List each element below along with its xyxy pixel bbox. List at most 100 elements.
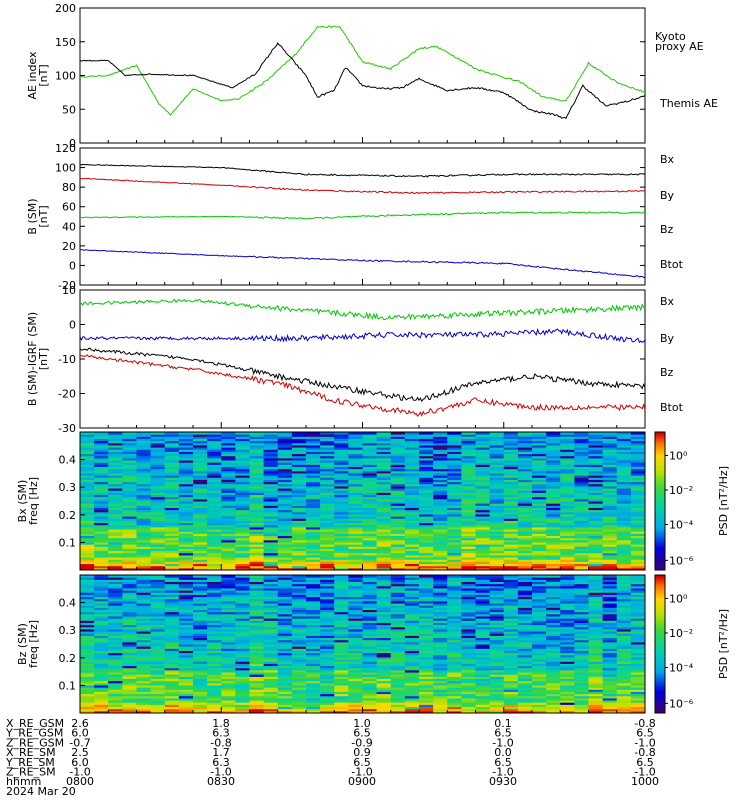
spectrogram-cell <box>334 520 349 524</box>
spectrogram-cell <box>291 637 307 641</box>
spectrogram-cell <box>291 455 307 459</box>
spectrogram-cell <box>574 537 590 541</box>
spectrogram-cell <box>136 516 152 519</box>
spectrogram-cell <box>178 559 194 562</box>
spectrogram-cell <box>503 466 519 470</box>
spectrogram-cell <box>475 644 491 647</box>
spectrogram-cell <box>291 451 307 455</box>
spectrogram-cell <box>207 693 222 697</box>
spectrogram-cell <box>150 481 166 485</box>
spectrogram-cell <box>235 533 251 536</box>
spectrogram-cell <box>263 669 279 673</box>
spectrogram-cell <box>461 440 477 444</box>
spectrogram-cell <box>546 455 561 459</box>
spectrogram-cell <box>503 607 519 610</box>
spectrogram-cell <box>221 447 236 450</box>
spectrogram-cell <box>334 567 349 571</box>
spectrogram-cell <box>207 637 222 641</box>
spectrogram-cell <box>390 438 406 442</box>
spectrogram-cell <box>306 432 321 435</box>
spectrogram-cell <box>348 667 364 671</box>
spectrogram-cell <box>80 680 95 684</box>
spectrogram-cell <box>136 607 152 610</box>
spectrogram-cell <box>150 581 166 585</box>
spectrogram-cell <box>630 449 646 452</box>
spectrogram-cell <box>150 633 166 636</box>
spectrogram-cell <box>376 554 392 558</box>
spectrogram-cell <box>334 490 349 493</box>
spectrogram-cell <box>588 533 604 536</box>
spectrogram-cell <box>122 494 138 498</box>
spectrogram-cell <box>277 644 293 647</box>
spectrogram-cell <box>178 680 194 684</box>
spectrogram-cell <box>150 451 166 455</box>
spectrogram-cell <box>532 468 547 472</box>
spectrogram-cell <box>291 483 307 487</box>
spectrogram-cell <box>320 444 335 448</box>
spectrogram-cell <box>306 598 321 602</box>
spectrogram-cell <box>249 509 265 513</box>
spectrogram-cell <box>306 550 321 554</box>
spectrogram-cell <box>362 561 378 565</box>
spectrogram-cell <box>447 513 462 517</box>
spectrogram-cell <box>334 667 349 671</box>
spectrogram-cell <box>150 501 166 504</box>
spectrogram-cell <box>249 691 265 695</box>
colorbar-cell <box>655 503 665 507</box>
spectrogram-cell <box>461 609 477 613</box>
spectrogram-cell <box>602 535 618 539</box>
spectrogram-cell <box>150 639 166 643</box>
spectrogram-cell <box>164 535 180 539</box>
spectrogram-cell <box>475 635 491 639</box>
spectrogram-cell <box>178 665 194 669</box>
spectrogram-cell <box>404 520 420 524</box>
spectrogram-cell <box>306 700 321 703</box>
spectrogram-cell <box>136 626 152 630</box>
spectrogram-cell <box>447 464 462 467</box>
spectrogram-cell <box>602 565 618 569</box>
spectrogram-cell <box>164 656 180 660</box>
spectrogram-cell <box>277 637 293 641</box>
spectrogram-cell <box>489 485 505 489</box>
spectrogram-cell <box>532 533 547 536</box>
spectrogram-cell <box>489 468 505 472</box>
spectrogram-cell <box>221 464 236 467</box>
spectrogram-cell <box>249 490 265 493</box>
spectrogram-cell <box>517 603 533 606</box>
spectrogram-cell <box>532 600 547 604</box>
spectrogram-cell <box>404 689 420 692</box>
spectrogram-cell <box>122 464 138 467</box>
spectrogram-cell <box>348 710 364 714</box>
spectrogram-cell <box>419 678 434 682</box>
spectrogram-cell <box>136 659 152 662</box>
spectrogram-cell <box>178 639 194 643</box>
spectrogram-cell <box>475 563 491 567</box>
spectrogram-cell <box>164 650 180 654</box>
spectrogram-cell <box>94 620 109 623</box>
spectrogram-cell <box>348 537 364 541</box>
spectrogram-cell <box>221 479 236 483</box>
spectrogram-cell <box>277 546 293 549</box>
spectrogram-cell <box>517 607 533 610</box>
spectrogram-cell <box>80 552 95 556</box>
spectrogram-cell <box>94 565 109 569</box>
spectrogram-cell <box>532 626 547 630</box>
spectrogram-cell <box>348 587 364 591</box>
spectrogram-cell <box>150 529 166 532</box>
spectrogram-cell <box>376 455 392 459</box>
spectrogram-cell <box>419 526 434 530</box>
spectrogram-cell <box>630 438 646 442</box>
spectrogram-cell <box>376 541 392 545</box>
spectrogram-cell <box>503 583 519 587</box>
spectrogram-cell <box>503 676 519 679</box>
spectrogram-cell <box>546 434 561 437</box>
spectrogram-cell <box>616 438 632 442</box>
spectrogram-cell <box>390 533 406 536</box>
spectrogram-cell <box>150 615 166 619</box>
spectrogram-cell <box>178 457 194 461</box>
spectrogram-cell <box>376 674 392 677</box>
spectrogram-cell <box>164 607 180 610</box>
spectrogram-cell <box>94 550 109 554</box>
spectrogram-cell <box>517 472 533 476</box>
